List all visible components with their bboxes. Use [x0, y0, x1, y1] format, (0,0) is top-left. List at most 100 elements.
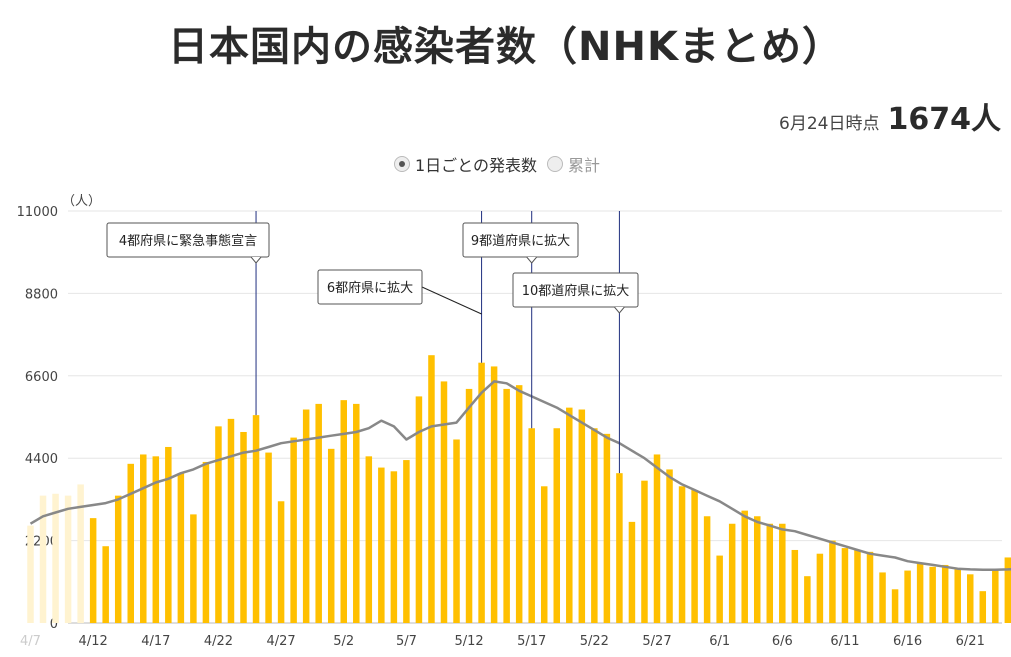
bar-6/16	[904, 570, 911, 623]
x-tick-label: 6/16	[893, 634, 922, 649]
bar-6/4	[753, 516, 761, 623]
view-toggle: 1日ごとの発表数 累計	[394, 152, 600, 176]
y-axis-unit-label: （人）	[62, 194, 101, 209]
bar-4/22	[215, 426, 222, 623]
bar-4/26	[265, 452, 272, 623]
annotation-label: 6都府県に拡大	[327, 281, 413, 296]
bar-4/16	[140, 454, 147, 623]
daily-option[interactable]: 1日ごとの発表数	[394, 152, 537, 176]
bar-5/24	[616, 473, 623, 623]
annotation-pointer	[526, 256, 538, 264]
x-tick-label: 5/22	[580, 634, 609, 649]
bar-5/25	[628, 521, 636, 623]
bar-5/9	[428, 355, 435, 623]
daily-cases-chart: 0220044006600880011000（人）4/74/124/174/22…	[17, 194, 1011, 649]
radio-selected-icon[interactable]	[394, 156, 410, 172]
bar-6/23	[992, 568, 999, 623]
annotation-pointer	[614, 306, 625, 314]
bar-6/21	[967, 574, 974, 623]
x-tick-label: 4/17	[141, 634, 170, 649]
bar-5/17	[528, 428, 535, 623]
bar-6/13	[866, 551, 874, 623]
bar-6/8	[804, 576, 811, 623]
bar-5/13	[478, 362, 485, 623]
bar-4/21	[202, 461, 210, 623]
bar-6/19	[941, 564, 949, 623]
bar-5/4	[365, 456, 373, 623]
bar-6/6	[779, 523, 786, 623]
daily-option-label: 1日ごとの発表数	[415, 156, 538, 175]
bar-4/7	[27, 525, 34, 623]
x-tick-label: 5/17	[517, 634, 546, 649]
annotation-box	[462, 222, 579, 258]
bar-4/25	[252, 415, 260, 623]
radio-unselected-icon[interactable]	[547, 156, 564, 172]
bar-5/30	[691, 490, 698, 623]
bar-6/15	[891, 589, 899, 623]
bar-5/10	[440, 381, 448, 623]
bar-6/20	[954, 568, 961, 623]
bar-6/5	[766, 523, 774, 623]
y-tick-label: 11000	[17, 205, 58, 220]
annotation-label: 10都道府県に拡大	[522, 284, 630, 299]
bar-5/6	[390, 471, 398, 623]
bar-5/14	[490, 366, 498, 623]
bar-4/17	[152, 456, 160, 623]
bar-5/31	[703, 516, 711, 623]
bar-4/23	[227, 418, 235, 623]
annotation-box	[512, 272, 639, 308]
bar-6/9	[816, 553, 824, 623]
bar-6/17	[916, 563, 924, 623]
bar-4/14	[114, 495, 122, 623]
bar-6/14	[879, 572, 886, 623]
y-tick-label: 8800	[25, 287, 58, 302]
bar-4/19	[177, 473, 185, 623]
bar-4/10	[64, 495, 72, 623]
bar-6/1	[716, 555, 723, 623]
bar-4/13	[102, 546, 109, 623]
bar-4/12	[89, 518, 97, 623]
bar-5/11	[453, 439, 460, 623]
bar-5/18	[540, 486, 548, 623]
bar-5/19	[553, 428, 561, 623]
y-tick-label: 4400	[25, 452, 58, 467]
bar-5/22	[591, 428, 598, 623]
bar-6/10	[829, 540, 836, 623]
bar-6/22	[979, 591, 987, 623]
x-tick-label: 6/6	[772, 634, 793, 649]
bar-4/24	[240, 431, 247, 623]
chart-title: 日本国内の感染者数（NHKまとめ）	[168, 24, 843, 70]
bar-5/1	[327, 448, 335, 623]
annotation-box	[106, 222, 270, 258]
x-tick-label: 4/12	[79, 634, 108, 649]
annotation-connector	[421, 286, 482, 315]
bar-5/12	[465, 388, 473, 623]
bar-6/11	[841, 548, 849, 623]
bar-6/3	[741, 510, 748, 623]
bar-5/2	[340, 400, 347, 623]
bar-4/18	[165, 446, 172, 623]
annotation-pointer	[250, 256, 262, 264]
cumulative-option-label: 累計	[568, 156, 601, 175]
bar-6/24	[1004, 557, 1011, 623]
x-tick-label: 4/27	[266, 634, 295, 649]
bar-4/9	[52, 493, 59, 623]
x-tick-label: 6/21	[956, 634, 985, 649]
moving-average-line	[29, 380, 1011, 572]
cumulative-option[interactable]: 累計	[547, 152, 600, 176]
x-tick-label: 6/1	[709, 634, 730, 649]
bar-6/18	[929, 566, 936, 623]
bar-4/30	[315, 403, 322, 623]
annotation-label: 9都道府県に拡大	[471, 234, 570, 249]
bar-5/28	[666, 469, 673, 623]
x-tick-label: 5/27	[642, 634, 671, 649]
bar-5/8	[415, 396, 423, 623]
y-tick-label: 6600	[25, 370, 58, 385]
annotation-box	[317, 269, 423, 305]
bar-6/12	[854, 549, 861, 623]
x-tick-label: 5/7	[396, 634, 417, 649]
bar-6/2	[728, 523, 736, 623]
bar-5/16	[515, 385, 523, 623]
as-of-count: 1674人	[887, 102, 1002, 137]
bar-5/26	[641, 480, 648, 623]
